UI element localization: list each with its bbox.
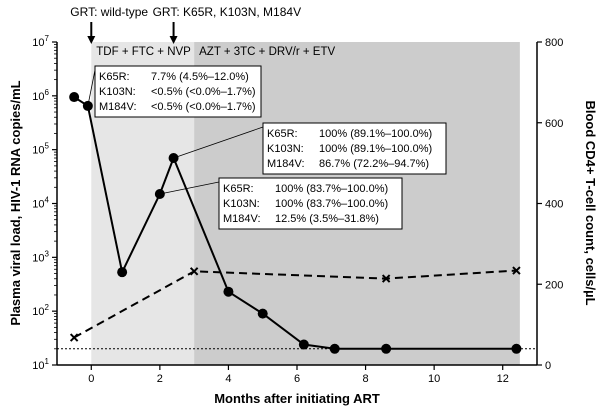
- annotation-box: [94, 65, 262, 118]
- viral-load-point: [69, 92, 80, 103]
- x-marker-stroke: [512, 266, 521, 275]
- left-tick-label: 106: [32, 88, 49, 103]
- right-tick-label: 0: [545, 360, 551, 372]
- left-tick-label: 107: [32, 34, 49, 49]
- viral-load-point: [223, 286, 234, 297]
- left-tick-label: 101: [32, 357, 49, 372]
- x-marker-stroke: [69, 333, 79, 342]
- mutation-frequency: <0.5% (<0.0%–1.7%): [151, 86, 256, 98]
- right-tick-label: 600: [545, 118, 563, 130]
- cd4-count-point: [512, 266, 521, 275]
- x-tick-label: 8: [363, 373, 369, 385]
- left-y-axis-title: Plasma viral load, HIV-1 RNA copies/mL: [8, 80, 23, 325]
- x-tick-label: 10: [428, 373, 440, 385]
- mutation-frequency: 12.5% (3.5%–31.8%): [275, 213, 379, 225]
- annotation-leader: [159, 181, 220, 195]
- mutation-frequency: 100% (83.7%–100.0%): [275, 183, 388, 195]
- x-tick-label: 12: [497, 373, 509, 385]
- x-tick-label: 4: [225, 373, 231, 385]
- mutation-frequency: 100% (89.1%–100.0%): [319, 143, 432, 155]
- tick-base: 10: [32, 306, 44, 318]
- x-marker-stroke: [381, 274, 391, 283]
- grt-label: GRT: wild-type: [70, 5, 148, 19]
- mutation-frequency: 100% (89.1%–100.0%): [319, 128, 432, 140]
- grt-arrow-icon: [87, 36, 96, 44]
- annotation-box: [218, 177, 403, 230]
- tick-base: 10: [32, 199, 44, 211]
- mutation-annotations: K65R: 7.7% (4.5%–12.0%) K103N: <0.5% (<0.0%…: [87, 65, 447, 230]
- annotation-leader: [173, 126, 264, 159]
- x-marker-stroke: [189, 267, 199, 276]
- mutation-name: K65R:: [223, 183, 254, 195]
- tick-base: 10: [32, 145, 44, 157]
- mutation-name: K65R:: [99, 71, 130, 83]
- right-y-axis-title: Blood CD4+ T-cell count, cells/µL: [583, 100, 598, 305]
- tick-base: 10: [32, 91, 44, 103]
- genotype-test-markers: GRT: wild-type GRT: K65R, K103N, M184V: [70, 5, 301, 44]
- right-tick-label: 800: [545, 37, 563, 49]
- mutation-name: M184V:: [267, 158, 305, 170]
- left-tick-label: 102: [32, 303, 49, 318]
- mutation-frequency: 7.7% (4.5%–12.0%): [151, 71, 249, 83]
- tick-exponent: 5: [45, 142, 50, 151]
- mutation-name: K103N:: [99, 86, 136, 98]
- left-tick-label: 105: [32, 142, 49, 157]
- mutation-name: K103N:: [223, 198, 260, 210]
- mutation-name: M184V:: [223, 213, 261, 225]
- tick-base: 10: [32, 37, 44, 49]
- tick-base: 10: [32, 252, 44, 264]
- mutation-frequency: 86.7% (72.2%–94.7%): [319, 158, 429, 170]
- tick-marks: 0 2 4 6 8 10 121011021031041051061070200400600…: [32, 34, 563, 385]
- viral-load-point: [257, 308, 268, 319]
- grt-label: GRT: K65R, K103N, M184V: [153, 5, 302, 19]
- mutation-frequency: 100% (83.7%–100.0%): [275, 198, 388, 210]
- tick-exponent: 4: [45, 196, 50, 205]
- x-tick-label: 0: [88, 373, 94, 385]
- viral-load-point: [381, 343, 392, 354]
- x-axis-title: Months after initiating ART: [214, 391, 380, 406]
- viral-load-point: [329, 343, 340, 354]
- grt-arrow-icon: [169, 36, 178, 44]
- right-tick-label: 400: [545, 199, 563, 211]
- annotation-box: [262, 122, 447, 175]
- mutation-frequency: <0.5% (<0.0%–1.7%): [151, 101, 256, 113]
- cd4-count-point: [189, 267, 199, 276]
- regimen-label: TDF + FTC + NVP: [96, 46, 191, 58]
- tick-exponent: 3: [45, 249, 50, 258]
- tick-exponent: 1: [45, 357, 50, 366]
- mutation-name: M184V:: [99, 101, 137, 113]
- tick-exponent: 7: [45, 34, 50, 43]
- mutation-name: K65R:: [267, 128, 298, 140]
- x-tick-label: 6: [294, 373, 300, 385]
- viral-load-point: [511, 343, 522, 354]
- tick-exponent: 6: [45, 88, 50, 97]
- tick-exponent: 2: [45, 303, 50, 312]
- right-tick-label: 200: [545, 279, 563, 291]
- tick-base: 10: [32, 360, 44, 372]
- regimen-label: AZT + 3TC + DRV/r + ETV: [199, 46, 335, 58]
- cd4-count-point: [69, 333, 79, 342]
- cd4-count-point: [381, 274, 391, 283]
- left-tick-label: 104: [32, 196, 49, 211]
- left-tick-label: 103: [32, 249, 49, 264]
- mutation-name: K103N:: [267, 143, 304, 155]
- data-markers: [69, 92, 522, 354]
- viral-load-point: [117, 267, 128, 278]
- annotation-leader: [87, 69, 96, 106]
- cd4-count-line: [73, 269, 517, 339]
- x-tick-label: 2: [157, 373, 163, 385]
- viral-load-point: [298, 339, 309, 350]
